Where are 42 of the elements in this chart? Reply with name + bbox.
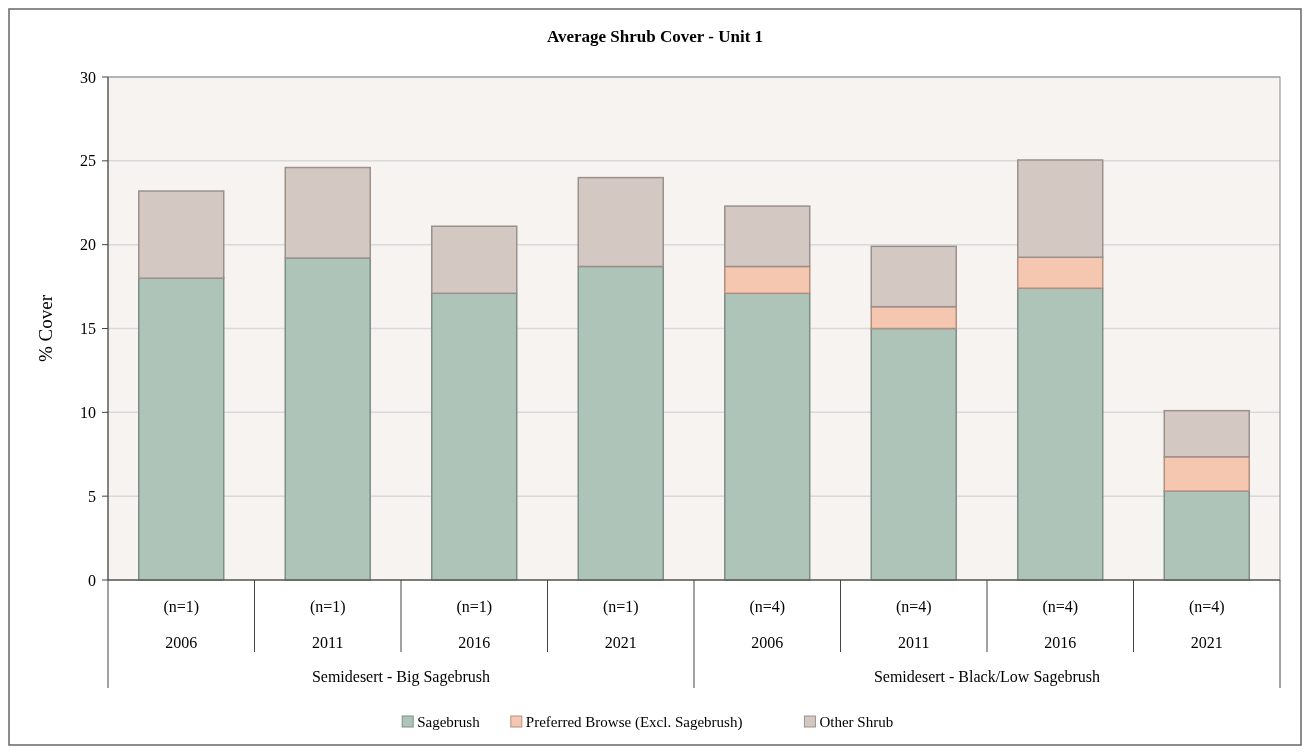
bar: [1017, 159, 1104, 258]
bar: [577, 176, 664, 268]
x-tick-label: (n=4) 2006: [749, 598, 786, 651]
y-tick-label: 15: [80, 320, 96, 338]
chart-title: Average Shrub Cover - Unit 1: [546, 27, 764, 46]
bar: [1163, 456, 1250, 492]
legend-label: Preferred Browse (Excl. Sagebrush): [525, 714, 743, 732]
text: Semidesert - Big Sagebrush: [311, 668, 491, 686]
x-tick-label: (n=4) 2011: [895, 598, 932, 651]
bar: [577, 265, 664, 581]
x-tick-label: (n=1) 2021: [602, 598, 639, 651]
bar: [138, 190, 225, 279]
y-tick-label: 10: [80, 403, 96, 421]
x-tick-label: (n=1) 2016: [456, 598, 493, 651]
bar: [431, 292, 518, 581]
bar: [724, 292, 811, 581]
y-tick-label: 5: [88, 487, 96, 505]
bar: [138, 277, 225, 581]
bar: [870, 245, 957, 308]
x-tick-label: (n=4) 2021: [1188, 598, 1225, 651]
bar: [1017, 256, 1104, 290]
y-axis-title: % Cover: [35, 294, 56, 363]
y-tick-label: 0: [88, 571, 96, 589]
bar: [870, 327, 957, 581]
legend-label: Sagebrush: [417, 714, 481, 731]
bar: [284, 257, 371, 581]
legend-label: Other Shrub: [819, 714, 894, 731]
y-tick-label: 25: [80, 152, 96, 170]
bar: [1163, 409, 1250, 458]
bar: [724, 205, 811, 268]
x-tick-label: (n=1) 2006: [163, 598, 200, 651]
x-tick-label: (n=4) 2016: [1042, 598, 1079, 651]
y-tick-label: 20: [80, 236, 96, 254]
bar: [1163, 490, 1250, 581]
y-tick-label: 30: [80, 68, 96, 86]
bar: [870, 305, 957, 330]
bar: [1017, 287, 1104, 581]
bar: [284, 166, 371, 259]
text: Semidesert - Black/Low Sagebrush: [873, 668, 1101, 686]
bar: [431, 225, 518, 295]
bar: [724, 265, 811, 295]
x-tick-label: (n=1) 2011: [309, 598, 346, 651]
